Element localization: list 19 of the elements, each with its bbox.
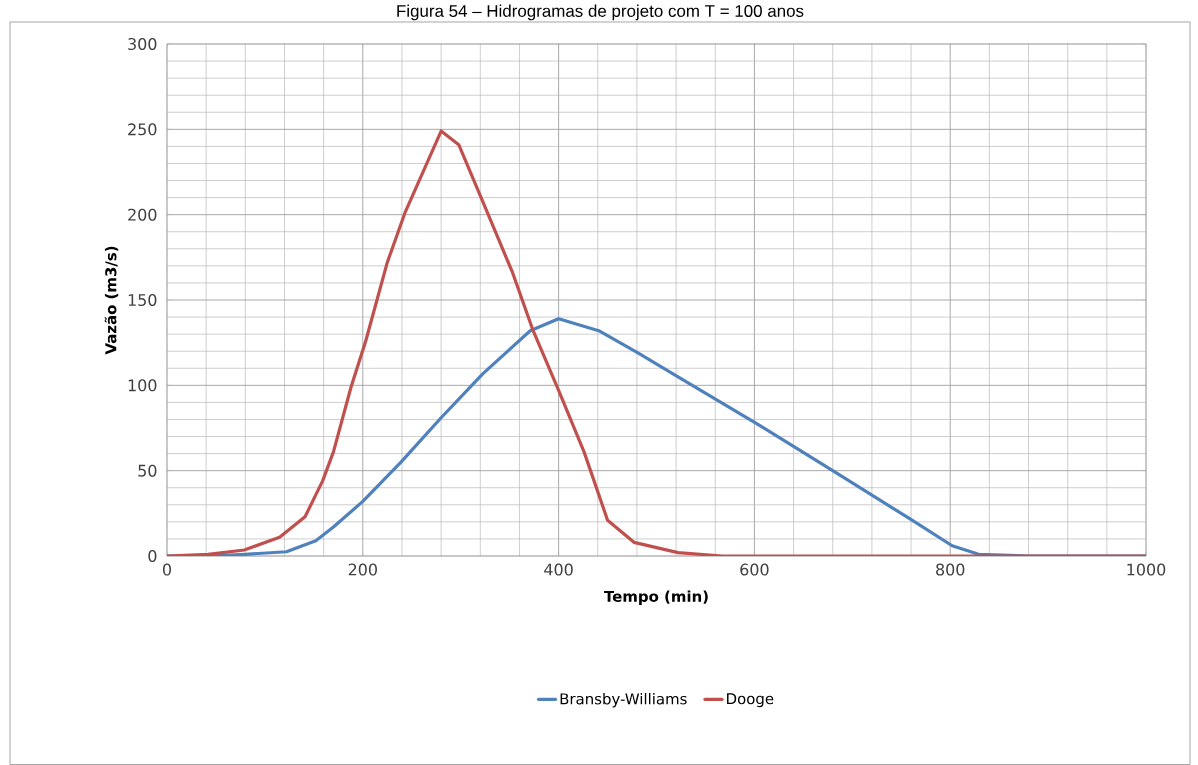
y-tick-label: 0 [148,549,157,563]
line-series [167,129,1147,556]
legend-label: Bransby-Williams [560,692,687,708]
legend-label: Dooge [727,693,774,708]
x-tick-label: 600 [740,563,769,576]
x-tick-label: 0 [162,563,172,576]
x-tick-label: 400 [544,563,573,576]
x-tick-label: 800 [936,563,965,576]
y-tick-label: 50 [138,464,157,477]
x-axis-title: Tempo (min) [604,590,708,605]
y-axis-title: Vazão (m3/s) [104,246,119,355]
y-tick-label: 250 [128,123,157,136]
chart-title: Figura 54 – Hidrogramas de projeto com T = 100 anos [397,4,804,21]
y-tick-label: 100 [128,379,157,392]
y-tick-label: 150 [128,293,157,307]
x-tick-label: 1000 [1127,563,1166,576]
y-tick-label: 200 [128,208,157,221]
y-tick-label: 300 [128,37,157,51]
x-tick-label: 200 [348,563,377,576]
